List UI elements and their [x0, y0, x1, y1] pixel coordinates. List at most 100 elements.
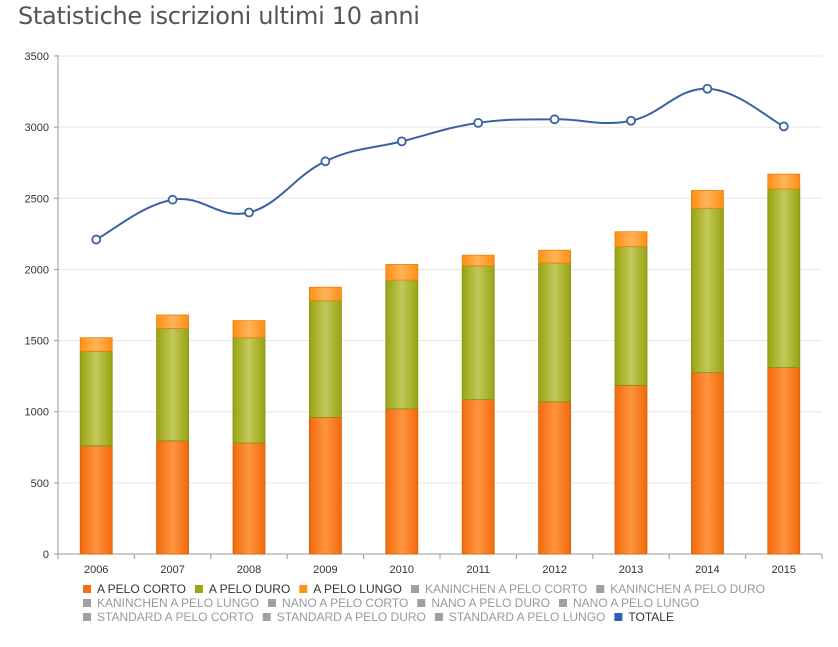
legend-swatch: [299, 585, 308, 593]
totale-point-2006[interactable]: [91, 234, 102, 245]
legend-item-kaninchen-a-pelo-lungo[interactable]: KANINCHEN A PELO LUNGO: [83, 596, 259, 610]
legend-label: NANO A PELO CORTO: [282, 596, 408, 610]
legend-item-standard-a-pelo-corto[interactable]: STANDARD A PELO CORTO: [83, 610, 254, 624]
x-tick-label: 2007: [160, 564, 184, 576]
x-tick-label: 2009: [313, 564, 337, 576]
legend-item-standard-a-pelo-duro[interactable]: STANDARD A PELO DURO: [262, 610, 426, 624]
bar-a-pelo-corto-2015[interactable]: [767, 367, 801, 555]
bar-a-pelo-corto-2013[interactable]: [614, 384, 648, 555]
legend-swatch: [417, 599, 426, 607]
legend-label: STANDARD A PELO DURO: [277, 610, 426, 624]
bar-a-pelo-lungo-2006[interactable]: [79, 337, 113, 352]
axes: 0 500 1000 1500 2000 2500 3000 3500 2006 2007 2008…: [25, 51, 823, 576]
legend-swatch: [262, 613, 271, 621]
y-tick-label: 3000: [25, 122, 49, 134]
bar-a-pelo-duro-2009[interactable]: [308, 300, 342, 418]
bar-a-pelo-corto-2007[interactable]: [156, 440, 190, 555]
legend-label: STANDARD A PELO LUNGO: [449, 610, 606, 624]
legend-label: STANDARD A PELO CORTO: [97, 610, 254, 624]
bar-a-pelo-corto-2011[interactable]: [461, 399, 495, 555]
totale-point-2014[interactable]: [702, 83, 713, 94]
bar-a-pelo-lungo-2015[interactable]: [767, 173, 801, 190]
bar-a-pelo-lungo-2012[interactable]: [538, 249, 571, 264]
legend-item-nano-a-pelo-lungo[interactable]: NANO A PELO LUNGO: [559, 596, 699, 610]
bar-a-pelo-lungo-2007[interactable]: [156, 314, 190, 329]
y-tick-label: 2500: [25, 193, 49, 205]
bar-a-pelo-lungo-2011[interactable]: [461, 254, 495, 267]
chart-title: Statistiche iscrizioni ultimi 10 anni: [18, 2, 420, 30]
legend-swatch: [596, 585, 605, 593]
legend-item-nano-a-pelo-duro[interactable]: NANO A PELO DURO: [417, 596, 550, 610]
legend-item-totale[interactable]: TOTALE: [614, 610, 674, 624]
totale-point-2011[interactable]: [473, 117, 484, 128]
y-tick-label: 3500: [25, 51, 49, 63]
legend-item-a-pelo-duro[interactable]: A PELO DURO: [194, 582, 290, 596]
bar-a-pelo-lungo-2010[interactable]: [385, 264, 419, 281]
legend-swatch: [268, 599, 277, 607]
x-tick-label: 2012: [542, 564, 566, 576]
totale-point-2010[interactable]: [396, 136, 407, 147]
bar-a-pelo-corto-2009[interactable]: [308, 417, 342, 555]
bar-a-pelo-corto-2012[interactable]: [538, 401, 571, 555]
legend-swatch: [614, 613, 623, 621]
bar-a-pelo-duro-2006[interactable]: [79, 350, 113, 447]
legend-swatch: [434, 613, 443, 621]
bar-a-pelo-lungo-2008[interactable]: [232, 320, 266, 339]
bar-a-pelo-duro-2012[interactable]: [538, 262, 571, 403]
bar-a-pelo-duro-2014[interactable]: [691, 207, 724, 373]
x-tick-label: 2010: [390, 564, 414, 576]
legend-label: KANINCHEN A PELO DURO: [610, 582, 765, 596]
y-tick-label: 0: [43, 549, 49, 561]
legend-item-standard-a-pelo-lungo[interactable]: STANDARD A PELO LUNGO: [434, 610, 606, 624]
legend-swatch: [559, 599, 568, 607]
legend-label: KANINCHEN A PELO CORTO: [425, 582, 587, 596]
y-tick-label: 500: [31, 478, 49, 490]
bar-a-pelo-lungo-2009[interactable]: [308, 286, 342, 302]
bar-a-pelo-duro-2013[interactable]: [614, 246, 648, 386]
bar-a-pelo-corto-2014[interactable]: [691, 372, 724, 555]
legend-item-kaninchen-a-pelo-duro[interactable]: KANINCHEN A PELO DURO: [596, 582, 765, 596]
legend-item-nano-a-pelo-corto[interactable]: NANO A PELO CORTO: [268, 596, 408, 610]
x-tick-label: 2011: [466, 564, 490, 576]
legend-swatch: [83, 613, 91, 621]
totale-point-2007[interactable]: [167, 194, 178, 205]
y-tick-label: 2000: [25, 264, 49, 276]
totale-point-2013[interactable]: [626, 115, 636, 126]
legend-item-a-pelo-corto[interactable]: A PELO CORTO: [83, 582, 186, 596]
legend: A PELO CORTO A PELO DURO A PELO LUNGO KANIN…: [83, 582, 765, 624]
x-tick-label: 2006: [84, 564, 108, 576]
bar-a-pelo-corto-2008[interactable]: [232, 442, 266, 555]
totale-line-path: [95, 87, 785, 241]
bar-a-pelo-duro-2011[interactable]: [461, 265, 495, 401]
legend-swatch: [83, 599, 91, 607]
y-tick-label: 1500: [25, 336, 49, 348]
bar-a-pelo-duro-2007[interactable]: [156, 328, 190, 442]
bar-a-pelo-lungo-2013[interactable]: [614, 231, 648, 248]
bar-a-pelo-duro-2008[interactable]: [232, 337, 266, 444]
x-tick-label: 2014: [695, 564, 719, 576]
bar-a-pelo-corto-2006[interactable]: [79, 445, 113, 555]
totale-point-2009[interactable]: [320, 156, 331, 167]
bar-a-pelo-duro-2010[interactable]: [385, 279, 419, 410]
totale-point-2015[interactable]: [778, 121, 789, 132]
x-tick-label: 2015: [772, 564, 796, 576]
legend-label: A PELO DURO: [209, 582, 290, 596]
legend-label: NANO A PELO LUNGO: [573, 596, 699, 610]
bar-a-pelo-corto-2010[interactable]: [385, 408, 419, 555]
legend-label: A PELO LUNGO: [313, 582, 402, 596]
legend-label: A PELO CORTO: [97, 582, 186, 596]
bar-a-pelo-lungo-2014[interactable]: [691, 190, 724, 209]
legend-label: TOTALE: [628, 610, 674, 624]
legend-swatch: [410, 585, 419, 593]
legend-swatch: [83, 585, 91, 593]
bar-a-pelo-duro-2015[interactable]: [767, 188, 801, 369]
legend-label: KANINCHEN A PELO LUNGO: [97, 596, 259, 610]
legend-item-kaninchen-a-pelo-corto[interactable]: KANINCHEN A PELO CORTO: [410, 582, 587, 596]
bars: [79, 173, 801, 555]
y-tick-label: 1000: [25, 407, 49, 419]
legend-item-a-pelo-lungo[interactable]: A PELO LUNGO: [299, 582, 402, 596]
totale-point-2008[interactable]: [244, 207, 254, 218]
legend-label: NANO A PELO DURO: [431, 596, 550, 610]
totale-point-2012[interactable]: [549, 114, 560, 125]
